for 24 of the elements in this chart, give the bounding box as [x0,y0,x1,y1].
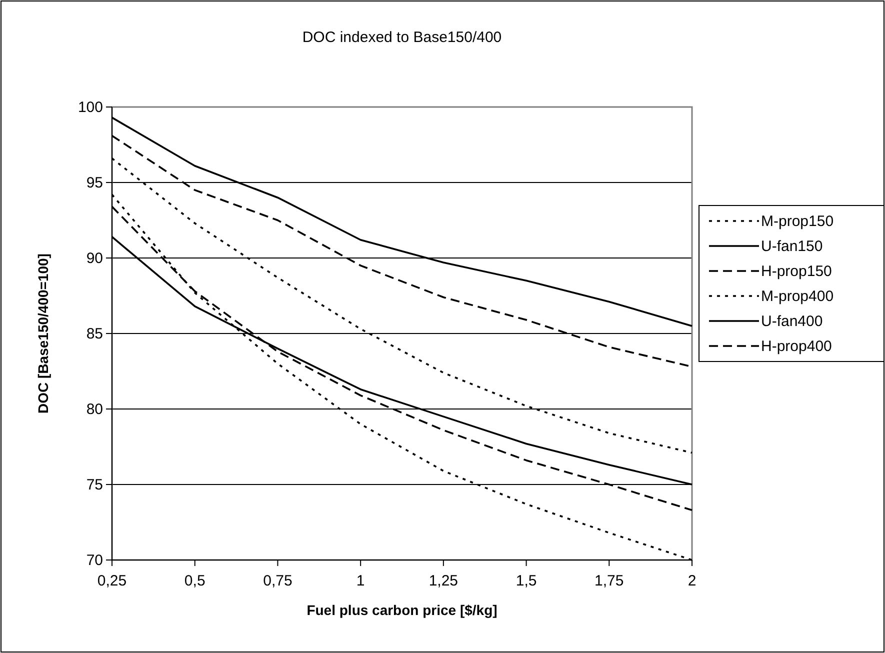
chart-title: DOC indexed to Base150/400 [302,29,502,46]
y-axis-title: DOC [Base150/400=100] [35,254,51,414]
legend-label: M-prop400 [761,288,834,305]
y-tick-label: 75 [86,476,103,494]
x-axis-title: Fuel plus carbon price [$/kg] [306,602,498,618]
legend-label: U-fan150 [761,238,823,255]
y-tick-label: 80 [86,400,103,418]
x-tick-label: 0,75 [263,572,292,590]
x-tick-label: 1,5 [516,572,537,590]
x-tick-label: 1,25 [428,572,458,590]
y-tick-label: 100 [78,98,103,116]
x-tick-label: 0,5 [184,572,206,590]
y-tick-label: 70 [86,552,103,569]
x-tick-label: 0,25 [97,572,127,590]
y-tick-label: 90 [86,250,103,267]
legend-label: H-prop150 [761,263,832,280]
legend-label: U-fan400 [761,313,823,330]
legend-label: H-prop400 [761,338,832,355]
x-tick-label: 1 [356,572,365,590]
y-tick-label: 85 [86,325,103,342]
legend-label: M-prop150 [761,213,834,230]
x-tick-label: 2 [688,572,696,590]
x-tick-label: 1,75 [594,572,624,590]
y-tick-label: 95 [86,174,103,192]
